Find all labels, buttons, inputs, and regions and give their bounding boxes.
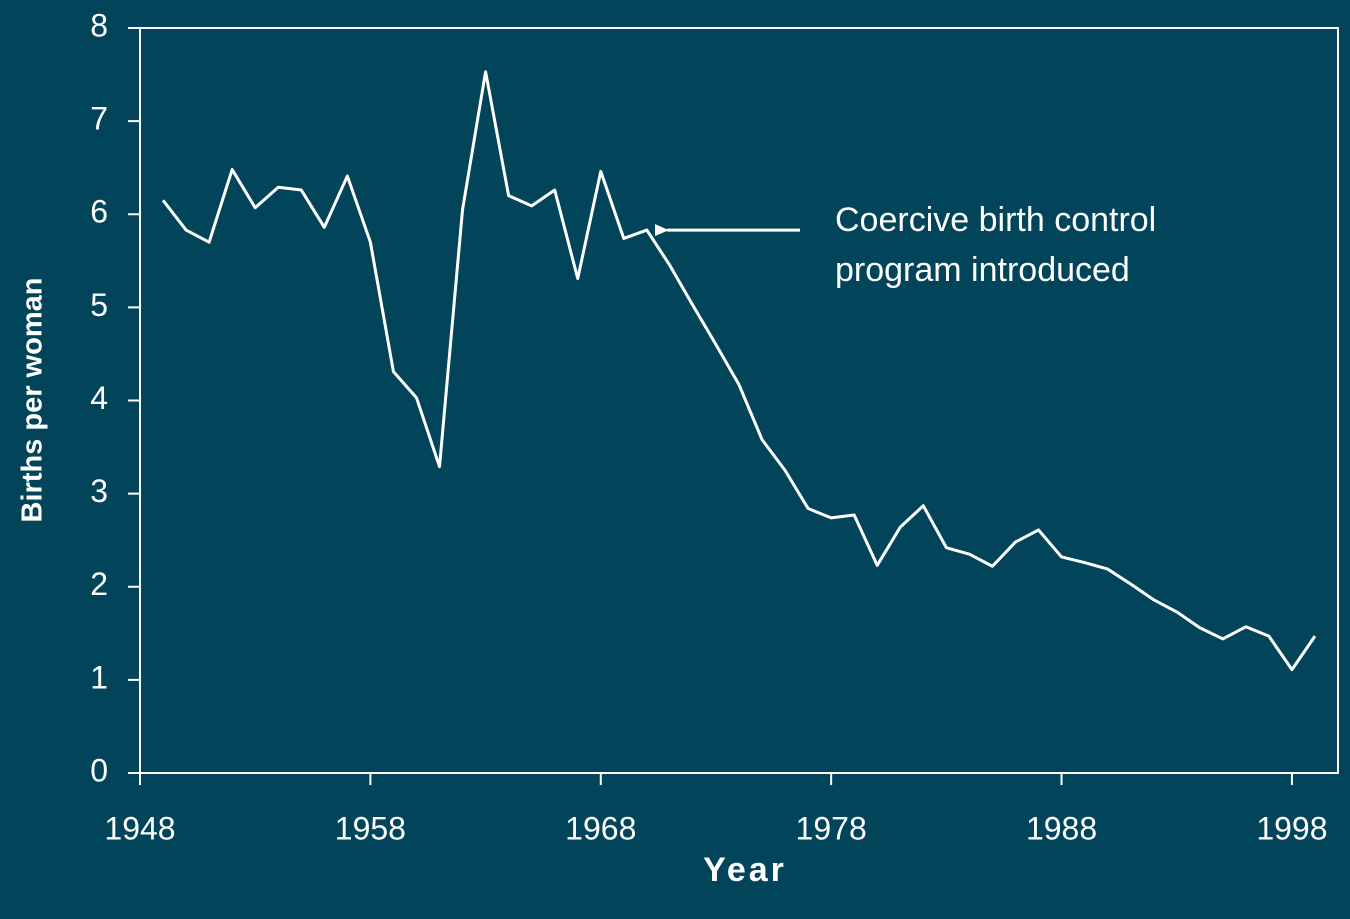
data-line — [161, 70, 1317, 672]
annotation-text: Coercive birth control — [835, 201, 1156, 239]
y-tick-label: 3 — [90, 473, 108, 509]
y-tick-label: 1 — [90, 659, 108, 695]
y-tick-label: 8 — [90, 7, 108, 43]
y-tick-label: 2 — [90, 566, 108, 602]
x-tick-label: 1948 — [104, 810, 175, 846]
x-tick-label: 1958 — [335, 810, 406, 846]
x-tick-label: 1978 — [796, 810, 867, 846]
y-tick-label: 0 — [90, 752, 108, 788]
y-tick-label: 6 — [90, 194, 108, 230]
x-tick-label: 1998 — [1256, 810, 1327, 846]
y-tick-label: 5 — [90, 287, 108, 323]
annotation-text: program introduced — [835, 251, 1130, 289]
x-tick-label: 1988 — [1026, 810, 1097, 846]
x-tick-label: 1968 — [565, 810, 636, 846]
y-axis-label: Births per woman — [17, 278, 49, 523]
y-tick-label: 4 — [90, 380, 108, 416]
y-tick-label: 7 — [90, 101, 108, 137]
plot-frame — [139, 27, 1339, 774]
x-axis-label: Year — [703, 851, 787, 889]
